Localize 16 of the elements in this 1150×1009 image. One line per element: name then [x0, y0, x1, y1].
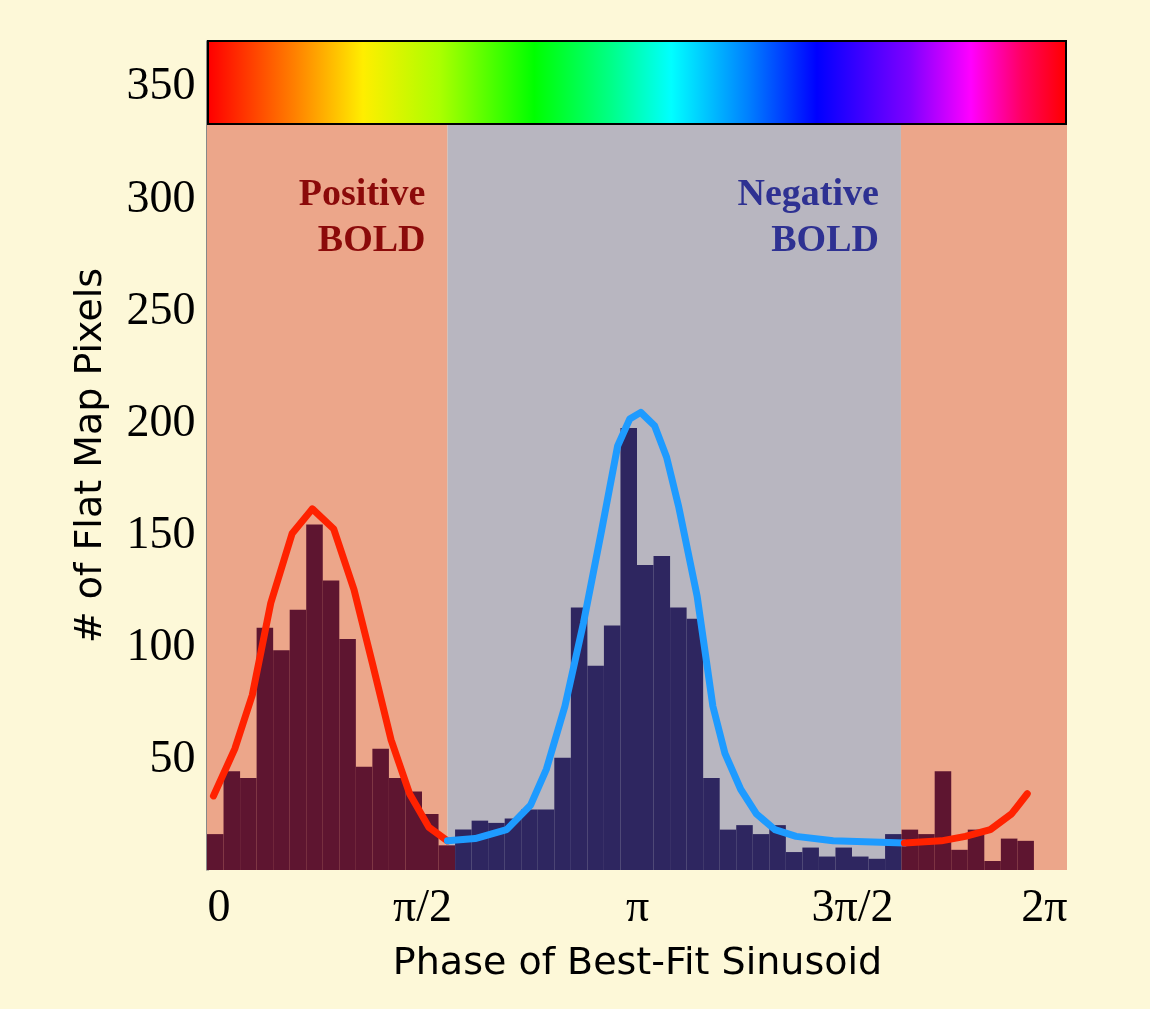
band-label: Positive BOLD — [298, 171, 426, 259]
y-tick-label: 150 — [126, 507, 196, 559]
x-tick-label: π/2 — [392, 879, 453, 931]
y-tick-label: 50 — [149, 731, 196, 783]
x-tick-label: 3π/2 — [811, 879, 894, 931]
y-tick-label: 300 — [126, 170, 196, 222]
y-tick-label: 350 — [126, 58, 196, 110]
y-axis-title: # of Flat Map Pixels — [65, 267, 110, 644]
x-tick-label: 2π — [1021, 879, 1068, 931]
x-tick-label: 0 — [207, 879, 231, 931]
y-tick-label: 200 — [126, 394, 196, 446]
y-tick-label: 250 — [126, 282, 196, 334]
band-label: Negative BOLD — [737, 171, 879, 259]
x-tick-label: π — [625, 879, 650, 931]
y-tick-label: 100 — [126, 619, 196, 671]
x-axis-title: Phase of Best-Fit Sinusoid — [392, 938, 883, 983]
